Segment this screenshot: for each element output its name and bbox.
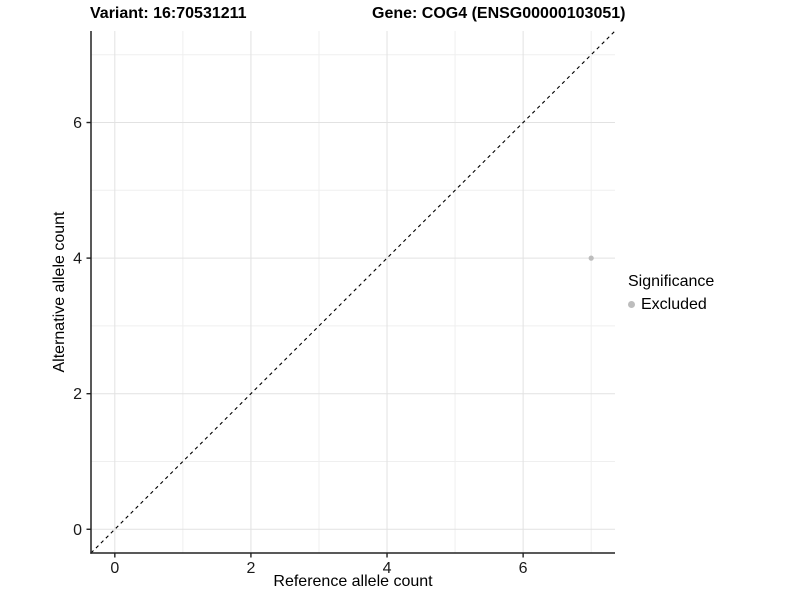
legend-title: Significance bbox=[628, 273, 715, 290]
x-tick-label: 2 bbox=[246, 560, 255, 577]
legend-item-label: Excluded bbox=[641, 296, 707, 313]
x-tick-label: 6 bbox=[519, 560, 528, 577]
y-tick-label: 6 bbox=[73, 115, 82, 132]
plot-title-variant: Variant: 16:70531211 bbox=[90, 5, 247, 22]
plot-title-gene: Gene: COG4 (ENSG00000103051) bbox=[372, 5, 626, 22]
data-point bbox=[588, 255, 594, 261]
y-tick-label: 4 bbox=[73, 251, 82, 268]
legend: Significance Excluded bbox=[628, 272, 714, 314]
y-axis-label: Alternative allele count bbox=[51, 211, 68, 373]
x-tick-label: 0 bbox=[110, 560, 119, 577]
x-tick-label: 4 bbox=[383, 560, 392, 577]
identity-dashed-line bbox=[90, 30, 616, 554]
y-tick-label: 0 bbox=[73, 522, 82, 539]
x-axis-label: Reference allele count bbox=[273, 573, 433, 590]
y-tick-label: 2 bbox=[73, 386, 82, 403]
legend-point-icon bbox=[628, 301, 635, 308]
legend-item-excluded: Excluded bbox=[628, 295, 714, 314]
